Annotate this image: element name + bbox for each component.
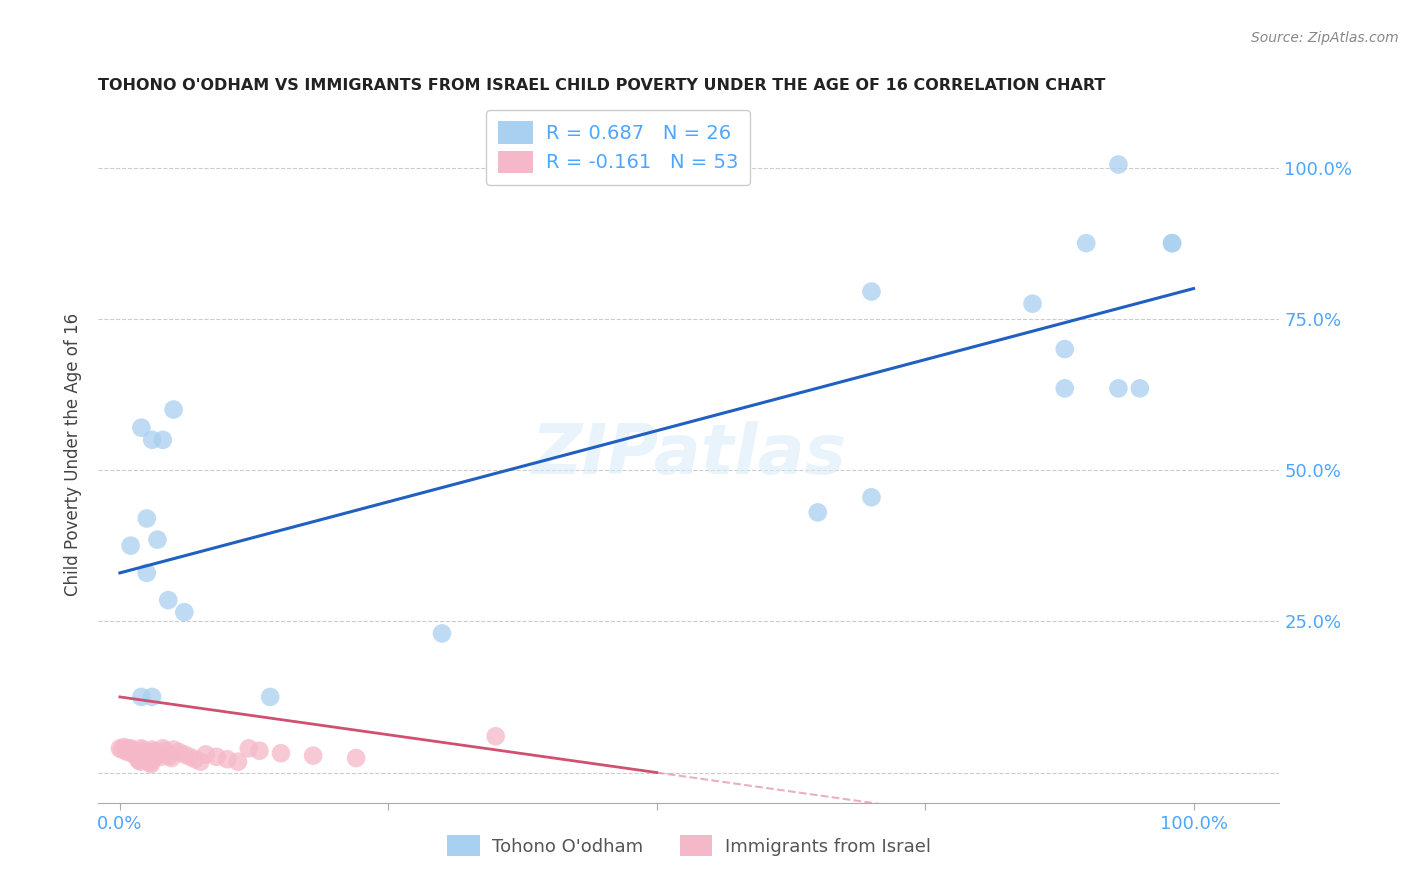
Point [302, 748, 325, 763]
Point [156, 746, 179, 760]
Point [149, 749, 172, 764]
Point [134, 747, 156, 761]
Point [184, 752, 207, 766]
Point [238, 741, 260, 756]
Point [121, 742, 143, 756]
Point [205, 749, 228, 764]
Point [138, 754, 160, 768]
Point [217, 752, 239, 766]
Point [136, 752, 159, 766]
Point [162, 742, 184, 756]
Point [125, 748, 148, 763]
Point [120, 741, 142, 756]
Point [108, 741, 131, 756]
Point [127, 752, 149, 766]
Point [122, 746, 145, 760]
Point [117, 742, 139, 756]
Point [143, 744, 166, 758]
Point [860, 490, 883, 504]
Point [112, 740, 135, 755]
Point [194, 747, 217, 762]
Point [131, 743, 153, 757]
Point [117, 741, 139, 756]
Point [132, 745, 155, 759]
Point [1021, 296, 1043, 310]
Point [167, 745, 190, 759]
Point [148, 747, 170, 762]
Point [129, 755, 152, 769]
Point [162, 402, 184, 417]
Point [226, 755, 249, 769]
Point [146, 533, 169, 547]
Point [131, 420, 153, 434]
Point [135, 750, 157, 764]
Point [1129, 381, 1152, 395]
Point [128, 754, 150, 768]
Point [860, 285, 883, 299]
Point [1161, 236, 1184, 251]
Point [157, 748, 180, 763]
Point [135, 511, 157, 525]
Point [344, 751, 367, 765]
Point [160, 751, 183, 765]
Point [125, 750, 148, 764]
Point [145, 746, 167, 760]
Y-axis label: Child Poverty Under the Age of 16: Child Poverty Under the Age of 16 [65, 313, 83, 597]
Point [135, 566, 157, 580]
Point [152, 433, 174, 447]
Point [173, 605, 195, 619]
Point [249, 744, 271, 758]
Text: ZIPatlas: ZIPatlas [531, 421, 846, 489]
Point [157, 593, 180, 607]
Point [173, 747, 195, 762]
Point [1107, 381, 1129, 395]
Point [807, 505, 830, 519]
Point [115, 744, 138, 758]
Text: Source: ZipAtlas.com: Source: ZipAtlas.com [1251, 31, 1399, 45]
Point [121, 744, 143, 758]
Point [1161, 236, 1184, 251]
Point [179, 749, 201, 764]
Point [124, 747, 146, 762]
Point [153, 744, 176, 758]
Point [131, 690, 153, 704]
Point [120, 539, 142, 553]
Point [139, 757, 162, 772]
Point [131, 741, 153, 756]
Point [111, 742, 134, 756]
Point [190, 755, 212, 769]
Point [141, 690, 163, 704]
Point [139, 756, 162, 770]
Point [1107, 157, 1129, 171]
Point [1053, 342, 1076, 356]
Point [430, 626, 453, 640]
Point [141, 433, 163, 447]
Point [135, 748, 157, 763]
Legend: Tohono O'odham, Immigrants from Israel: Tohono O'odham, Immigrants from Israel [440, 828, 938, 863]
Point [141, 742, 163, 756]
Point [485, 729, 508, 743]
Text: TOHONO O'ODHAM VS IMMIGRANTS FROM ISRAEL CHILD POVERTY UNDER THE AGE OF 16 CORRE: TOHONO O'ODHAM VS IMMIGRANTS FROM ISRAEL… [98, 78, 1105, 94]
Point [1076, 236, 1098, 251]
Point [259, 690, 281, 704]
Point [152, 741, 174, 756]
Point [1053, 381, 1076, 395]
Point [270, 746, 292, 760]
Point [118, 746, 141, 760]
